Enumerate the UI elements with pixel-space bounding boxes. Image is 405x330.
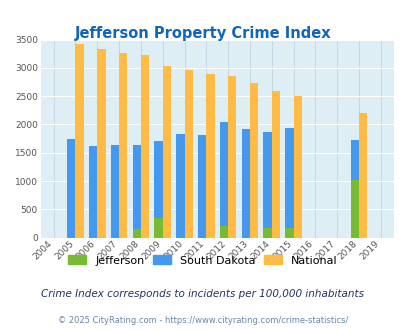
Bar <box>119 53 127 238</box>
Bar <box>89 146 97 238</box>
Bar <box>154 142 162 238</box>
Bar <box>350 180 358 238</box>
Bar <box>132 145 141 238</box>
Bar <box>198 135 206 238</box>
Bar <box>228 76 236 238</box>
Bar <box>184 70 192 238</box>
Bar <box>358 113 366 238</box>
Bar <box>285 228 293 238</box>
Bar <box>75 44 83 238</box>
Text: © 2025 CityRating.com - https://www.cityrating.com/crime-statistics/: © 2025 CityRating.com - https://www.city… <box>58 316 347 325</box>
Bar <box>263 132 271 238</box>
Bar <box>132 229 141 238</box>
Bar <box>219 122 228 238</box>
Bar <box>141 55 149 238</box>
Bar <box>111 145 119 238</box>
Bar <box>97 49 105 238</box>
Bar <box>154 218 162 238</box>
Bar <box>263 228 271 238</box>
Legend: Jefferson, South Dakota, National: Jefferson, South Dakota, National <box>64 251 341 270</box>
Bar <box>285 128 293 238</box>
Bar <box>271 90 279 238</box>
Bar <box>162 66 171 238</box>
Bar <box>293 96 301 238</box>
Text: Crime Index corresponds to incidents per 100,000 inhabitants: Crime Index corresponds to incidents per… <box>41 289 364 299</box>
Bar <box>176 134 184 238</box>
Bar <box>241 129 249 238</box>
Bar <box>249 83 258 238</box>
Bar <box>219 226 228 238</box>
Bar <box>67 139 75 238</box>
Text: Jefferson Property Crime Index: Jefferson Property Crime Index <box>75 26 330 41</box>
Bar <box>350 140 358 238</box>
Bar <box>206 74 214 238</box>
